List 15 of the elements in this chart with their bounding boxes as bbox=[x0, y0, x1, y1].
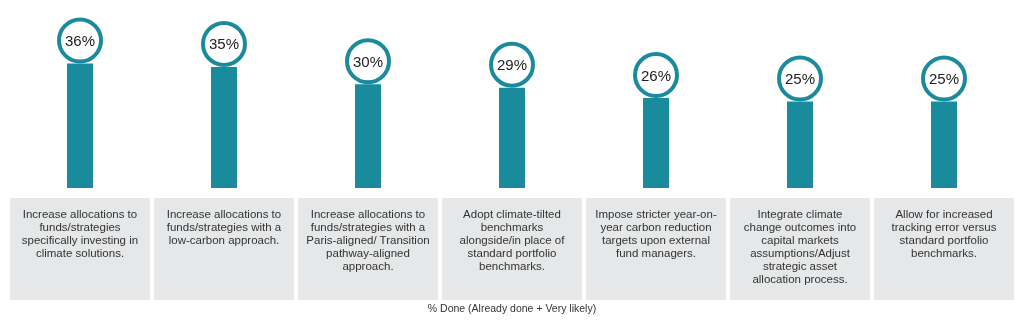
data-label: 35% bbox=[208, 35, 240, 53]
x-tick-label: Increase allocations to funds/strategies with a Paris-aligned/ Transition pathway-aligned approach. bbox=[306, 208, 430, 272]
x-tick-label: Integrate climate change outcomes into capital markets assumptions/Adjust strategic asset allocation process. bbox=[742, 207, 858, 287]
data-label: 26% bbox=[640, 66, 672, 84]
x-axis-title: % Done (Already done + Very likely) bbox=[426, 302, 598, 314]
x-tick-label: Increase allocations to funds/strategies with a low-carbon approach. bbox=[165, 207, 283, 248]
data-label: 25% bbox=[784, 70, 816, 88]
x-tick-label: Allow for increased tracking error versus standard portfolio benchmarks. bbox=[890, 207, 998, 261]
x-tick-label: Increase allocations to funds/strategies specifically investing in climate solutions. bbox=[20, 207, 140, 261]
data-label: 25% bbox=[928, 70, 960, 88]
data-label: 36% bbox=[64, 31, 96, 49]
data-label: 30% bbox=[352, 52, 384, 70]
x-tick-label: Adopt climate-tilted benchmarks alongside/in place of standard portfolio benchmarks. bbox=[459, 208, 565, 272]
data-label: 29% bbox=[496, 56, 528, 74]
x-tick-label: Impose stricter year-on-year carbon reduction targets upon external fund managers. bbox=[595, 208, 717, 259]
